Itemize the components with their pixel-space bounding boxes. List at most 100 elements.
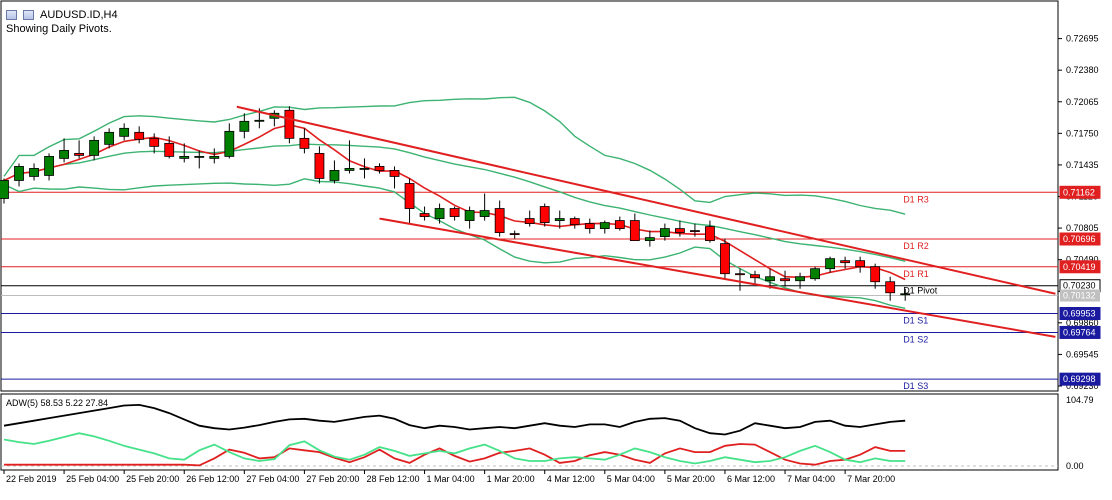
candle-body[interactable] — [599, 222, 610, 229]
indicator-frame — [0, 393, 1059, 471]
candle-body[interactable] — [479, 210, 490, 217]
pivot-label: D1 R2 — [903, 241, 929, 251]
pivot-price-tag-label: 0.69764 — [1063, 327, 1096, 337]
pivot-label: D1 Pivot — [903, 286, 938, 296]
bollinger-lower — [3, 178, 906, 309]
candle-body[interactable] — [810, 268, 820, 280]
candle-body[interactable] — [179, 155, 190, 159]
candle-body[interactable] — [29, 168, 39, 177]
chart-icon[interactable] — [23, 10, 34, 20]
candle-body[interactable] — [705, 226, 715, 242]
candle-body[interactable] — [644, 237, 655, 242]
candle-body[interactable] — [389, 170, 400, 177]
pivot-price-tag-label: 0.70230 — [1063, 281, 1096, 291]
candle-body[interactable] — [509, 233, 520, 235]
candle-body[interactable] — [690, 230, 700, 232]
candle-body[interactable] — [0, 180, 9, 199]
candle-body[interactable] — [104, 131, 115, 145]
candle-body[interactable] — [164, 142, 175, 157]
candle-body[interactable] — [374, 166, 385, 171]
candle-body[interactable] — [239, 120, 250, 132]
candle-body[interactable] — [675, 228, 685, 233]
candles — [0, 106, 911, 301]
candle-body[interactable] — [735, 273, 745, 276]
candle-body[interactable] — [224, 130, 235, 157]
candle-body[interactable] — [569, 218, 580, 225]
y-tick-label: 0.71435 — [1066, 160, 1099, 170]
candle-body[interactable] — [750, 274, 760, 279]
candle-body[interactable] — [149, 137, 160, 147]
candle-body[interactable] — [284, 109, 295, 139]
x-tick-label: 5 Mar 04:00 — [607, 474, 655, 484]
trend-line[interactable] — [379, 217, 1056, 338]
candle-body[interactable] — [194, 155, 205, 158]
candle-body[interactable] — [134, 131, 145, 140]
y-tick-label: 0.70490 — [1066, 255, 1099, 265]
candle-body[interactable] — [629, 220, 640, 242]
candle-body[interactable] — [855, 260, 866, 268]
pivot-label: D1 S1 — [903, 316, 928, 326]
pivot-price-tag — [1059, 325, 1101, 339]
y-tick-label: 0.71750 — [1066, 128, 1099, 138]
indicator-label: ADW(5) 58.53 5.22 27.84 — [6, 398, 108, 408]
trend-line[interactable] — [236, 105, 1056, 295]
candle-body[interactable] — [14, 166, 24, 181]
window-icon[interactable] — [6, 10, 17, 20]
candle-body[interactable] — [404, 183, 415, 209]
candle-body[interactable] — [584, 223, 595, 229]
pivot-price-tag — [1059, 232, 1101, 246]
x-tick-label: 1 Mar 20:00 — [487, 474, 535, 484]
candle-body[interactable] — [329, 170, 340, 181]
candle-body[interactable] — [524, 218, 535, 224]
candle-body[interactable] — [464, 210, 475, 221]
candle-body[interactable] — [359, 168, 370, 170]
candle-body[interactable] — [314, 152, 325, 179]
candle-body[interactable] — [720, 243, 730, 275]
candle-body[interactable] — [780, 278, 790, 282]
indicator-y-tick-label: 0.00 — [1066, 461, 1084, 471]
candle-body[interactable] — [209, 155, 220, 159]
candle-body[interactable] — [870, 266, 881, 283]
candle-body[interactable] — [494, 208, 505, 233]
candle-body[interactable] — [554, 218, 565, 221]
candle-body[interactable] — [539, 206, 550, 223]
x-tick-label: 27 Feb 04:00 — [246, 474, 299, 484]
x-tick-label: 26 Feb 12:00 — [186, 474, 239, 484]
pivot-price-tag-label: 0.69298 — [1063, 374, 1096, 384]
candle-body[interactable] — [614, 220, 625, 229]
candle-body[interactable] — [795, 276, 805, 282]
y-tick-label: 0.69230 — [1066, 381, 1099, 391]
candle-body[interactable] — [299, 137, 310, 149]
candle-body[interactable] — [89, 139, 100, 156]
indicator-y-tick-label: 104.79 — [1066, 395, 1094, 405]
chart-header: AUDUSD.ID,H4 Showing Daily Pivots. — [6, 8, 118, 36]
x-tick-label: 25 Feb 04:00 — [66, 474, 119, 484]
candle-body[interactable] — [434, 208, 445, 219]
candle-body[interactable] — [900, 293, 911, 296]
candle-body[interactable] — [419, 213, 430, 217]
candle-body[interactable] — [344, 168, 355, 171]
pivot-price-tag-label: 0.70419 — [1063, 262, 1096, 272]
moving-average — [3, 124, 906, 281]
pivot-price-tag-label: 0.69953 — [1063, 309, 1096, 319]
candle-body[interactable] — [74, 152, 84, 156]
x-tick-label: 25 Feb 20:00 — [126, 474, 179, 484]
x-tick-label: 7 Mar 20:00 — [847, 474, 895, 484]
candle-body[interactable] — [44, 155, 54, 176]
candle-body[interactable] — [825, 258, 835, 270]
x-tick-label: 28 Feb 12:00 — [366, 474, 419, 484]
candle-body[interactable] — [449, 208, 460, 217]
candle-body[interactable] — [119, 127, 130, 137]
candle-body[interactable] — [840, 260, 851, 264]
candle-body[interactable] — [59, 149, 69, 159]
indicator-line-3 — [3, 432, 906, 465]
candle-body[interactable] — [765, 276, 775, 282]
pivot-label: D1 S2 — [903, 334, 928, 344]
indicator-line-2 — [4, 443, 906, 467]
candle-body[interactable] — [254, 119, 265, 122]
candle-body[interactable] — [885, 281, 896, 294]
candle-body[interactable] — [659, 228, 670, 238]
y-tick-label: 0.70805 — [1066, 223, 1099, 233]
